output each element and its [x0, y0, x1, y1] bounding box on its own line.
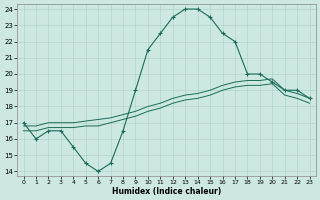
X-axis label: Humidex (Indice chaleur): Humidex (Indice chaleur) [112, 187, 221, 196]
